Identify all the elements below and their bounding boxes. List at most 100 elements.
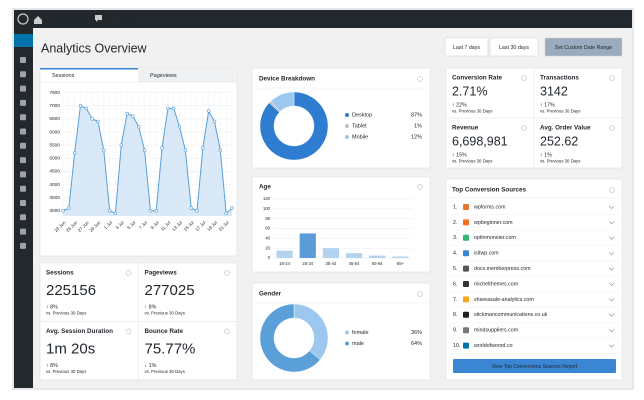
point	[212, 119, 217, 124]
sidebar-icon[interactable]	[20, 142, 26, 149]
info-icon[interactable]	[224, 328, 230, 335]
sidebar-icon[interactable]	[20, 128, 26, 135]
sidebar-icon[interactable]	[20, 57, 26, 63]
report-button[interactable]	[453, 359, 616, 373]
sidebar-icon[interactable]	[20, 157, 26, 164]
stat-change: ↓ 1%	[145, 363, 157, 369]
report-button-label: View Top Conversions Sources Report	[492, 364, 578, 370]
expand-chevron[interactable]	[608, 282, 615, 286]
y-tick-label: 60	[265, 226, 270, 231]
info-icon[interactable]	[417, 76, 423, 82]
info-icon[interactable]	[224, 270, 230, 276]
x-tick-label: 45-54	[349, 261, 360, 266]
stat-period: vs. Previous 30 Days	[145, 311, 185, 316]
point	[102, 148, 106, 153]
point	[195, 209, 199, 213]
tab-active[interactable]	[40, 68, 138, 70]
source-domain: wpforms.com	[474, 204, 506, 210]
value-label: 87%	[411, 112, 422, 118]
point	[166, 106, 170, 111]
sidebar-icon[interactable]	[20, 114, 26, 121]
stat-period: vs. Previous 30 Days	[46, 311, 86, 316]
tab-label: Sessions	[52, 73, 75, 79]
expand-chevron[interactable]	[608, 313, 615, 317]
home-icon	[34, 16, 42, 24]
info-icon[interactable]	[609, 75, 615, 81]
y-tick-label: 3500	[49, 195, 60, 201]
x-tick-label: 1 Jul	[103, 220, 113, 230]
source-domain: docs.memberpress.com	[474, 266, 531, 272]
info-icon[interactable]	[521, 125, 527, 131]
sidebar-icon[interactable]	[20, 242, 26, 249]
stat-label: Revenue	[452, 125, 479, 132]
sidebar-icon[interactable]	[20, 71, 26, 78]
stat-change: ↑ 8%	[46, 304, 58, 310]
info-icon[interactable]	[417, 291, 423, 297]
info-icon[interactable]	[125, 270, 132, 276]
point	[230, 206, 234, 210]
point	[84, 106, 89, 111]
stat-label: Avg. Session Duration	[46, 328, 113, 335]
sidebar-icon[interactable]	[20, 200, 26, 206]
expand-chevron[interactable]	[608, 328, 615, 333]
point	[154, 209, 158, 213]
stat-label: Conversion Rate	[452, 75, 503, 82]
donut-slice	[259, 91, 329, 161]
x-tick-label: 11 Jul	[160, 220, 172, 232]
date-button[interactable]	[444, 37, 489, 57]
expand-chevron[interactable]	[608, 267, 615, 271]
new-link: + New	[120, 16, 139, 23]
info-icon[interactable]	[609, 125, 615, 131]
stat-value: 6,698,981	[452, 134, 508, 148]
point	[113, 211, 118, 216]
sidebar-icon[interactable]	[20, 214, 26, 221]
line	[62, 105, 233, 215]
stat-change: ↑ 8%	[46, 363, 58, 369]
y-tick-label: 120	[263, 196, 271, 201]
expand-chevron[interactable]	[608, 298, 615, 302]
y-tick-label: 6000	[49, 129, 60, 135]
x-tick-label: 55-64	[372, 261, 383, 266]
sidebar-icon[interactable]	[20, 99, 26, 106]
bar	[392, 256, 409, 258]
info-icon[interactable]	[609, 187, 615, 193]
sidebar-icon[interactable]	[20, 85, 26, 92]
point	[142, 148, 147, 153]
stat-change: ↑ 15%	[452, 152, 467, 158]
date-button[interactable]	[544, 37, 623, 57]
expand-chevron[interactable]	[608, 344, 615, 348]
sidebar	[14, 28, 33, 388]
expand-chevron[interactable]	[608, 221, 615, 225]
stat-value: 252.62	[540, 134, 578, 148]
favicon	[463, 342, 469, 349]
point	[201, 146, 205, 150]
stat-period: vs. Previous 30 Days	[540, 109, 580, 114]
rank: 8.	[453, 312, 457, 318]
favicon	[463, 234, 469, 241]
stat-label: Pageviews	[145, 270, 178, 277]
expand-chevron[interactable]	[608, 236, 615, 240]
point	[125, 111, 129, 116]
date-button[interactable]	[489, 37, 539, 57]
stat-period: vs. Previous 30 Days	[452, 109, 492, 114]
expand-chevron[interactable]	[608, 205, 615, 209]
sidebar-icon[interactable]	[20, 171, 26, 178]
tab-inactive[interactable]	[138, 68, 237, 82]
info-icon[interactable]	[521, 75, 527, 81]
sidebar-icon[interactable]	[20, 228, 26, 235]
x-tick-label: 3 Jul	[115, 220, 125, 230]
info-icon[interactable]	[417, 184, 423, 190]
point	[119, 143, 123, 147]
info-icon[interactable]	[125, 328, 132, 335]
panel-title: Age	[259, 184, 271, 191]
sidebar-active[interactable]	[14, 34, 33, 47]
expand-chevron[interactable]	[608, 251, 615, 256]
bar	[369, 255, 386, 258]
stat-value: 225156	[46, 282, 96, 299]
source-domain: wpbeginner.com	[474, 220, 513, 226]
wp-logo[interactable]	[17, 13, 29, 25]
rank: 10.	[453, 343, 460, 349]
x-tick-label: 5 Jul	[126, 220, 136, 230]
sidebar-icon[interactable]	[20, 185, 26, 192]
point	[96, 119, 100, 124]
